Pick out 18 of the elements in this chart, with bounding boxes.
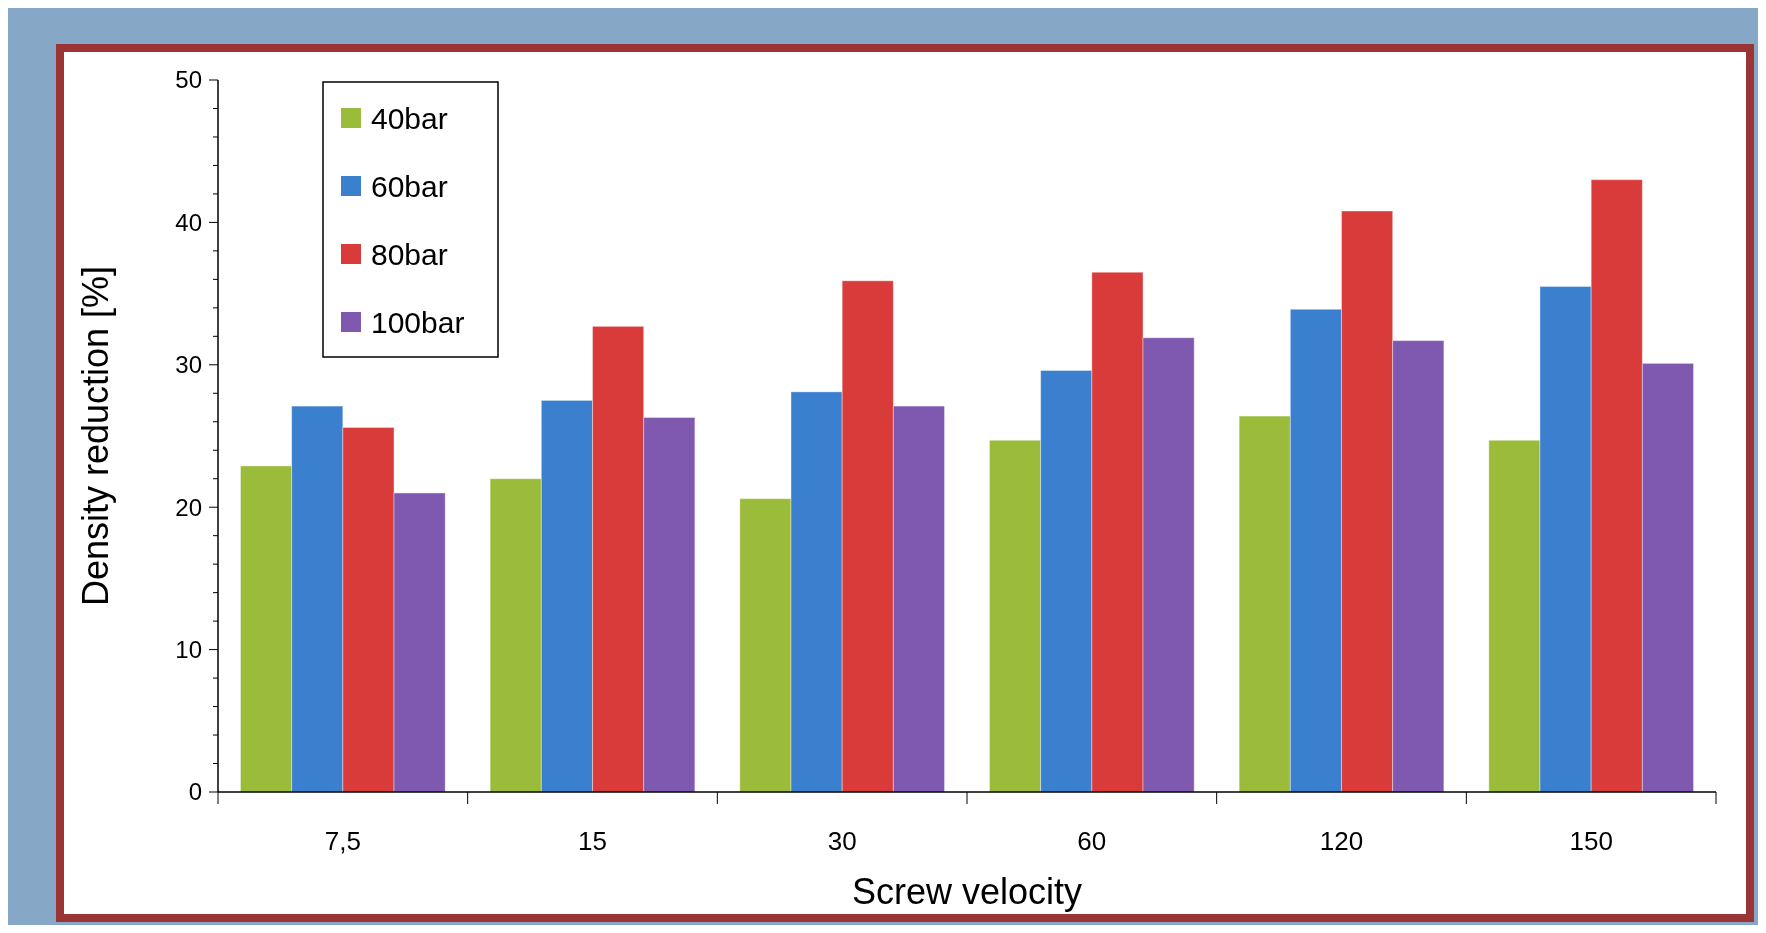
x-tick-label: 30 xyxy=(827,826,857,856)
y-axis-title: Density reduction [%] xyxy=(75,265,116,607)
x-tick-label: 150 xyxy=(1569,826,1613,856)
legend-label: 80bar xyxy=(371,237,448,271)
x-tick-label: 15 xyxy=(578,826,607,856)
y-tick-label: 0 xyxy=(188,778,202,806)
legend-label: 100bar xyxy=(371,305,465,339)
x-axis-title: Screw velocity xyxy=(851,871,1083,912)
y-tick-label: 20 xyxy=(175,493,202,521)
x-tick-label: 60 xyxy=(1077,826,1107,856)
x-tick-label: 120 xyxy=(1319,826,1364,856)
legend-label: 60bar xyxy=(371,169,448,203)
y-tick-label: 10 xyxy=(175,636,202,663)
y-tick-label: 50 xyxy=(175,66,202,94)
x-tick-label: 7,5 xyxy=(324,826,361,856)
y-tick-label: 30 xyxy=(175,351,202,379)
y-tick-label: 40 xyxy=(175,208,202,236)
legend-label: 40bar xyxy=(371,101,448,135)
